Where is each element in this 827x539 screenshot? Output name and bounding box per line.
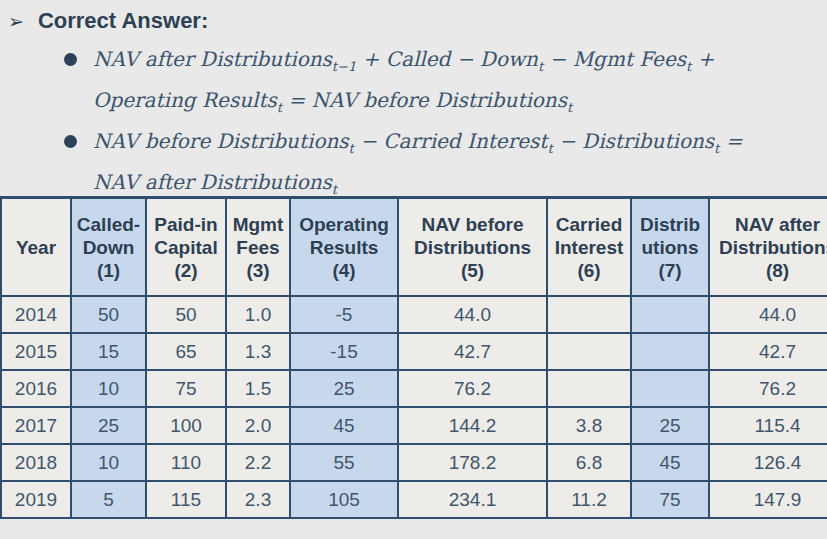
table-row: 201450501.0-544.044.0 [1,296,827,333]
table-cell: 75 [146,370,226,407]
table-cell: 2.0 [226,407,290,444]
section-title: Correct Answer: [38,8,208,34]
table-cell: 55 [290,444,398,481]
year-cell: 2018 [1,444,71,481]
arrow-bullet-icon: ➢ [8,10,24,32]
bullet-dot-icon [64,135,77,148]
table-cell: 44.0 [398,296,547,333]
table-cell: 2.2 [226,444,290,481]
table-cell: 50 [71,296,146,333]
column-header: Operating Results (4) [290,198,398,297]
table-cell: 147.9 [709,481,827,518]
table-cell: 6.8 [547,444,631,481]
table-cell: 42.7 [398,333,547,370]
column-header: NAV after Distributions (8) [709,198,827,297]
table-cell [547,370,631,407]
table-cell: 75 [631,481,709,518]
table-cell: 234.1 [398,481,547,518]
table-cell: 42.7 [709,333,827,370]
column-header: Mgmt Fees (3) [226,198,290,297]
column-header: Distrib utions (7) [631,198,709,297]
table-row: 201610751.52576.276.2 [1,370,827,407]
section-heading: ➢ Correct Answer: [8,8,820,34]
correct-answer-section: ➢ Correct Answer: NAV after Distribution… [8,8,820,203]
year-cell: 2017 [1,407,71,444]
table-cell: 3.8 [547,407,631,444]
table-row: 201515651.3-1542.742.7 [1,333,827,370]
table-cell [631,296,709,333]
table-cell: 1.3 [226,333,290,370]
table-cell: 25 [71,407,146,444]
table-cell: 25 [631,407,709,444]
table-cell: 44.0 [709,296,827,333]
table-cell: -15 [290,333,398,370]
table-cell: 65 [146,333,226,370]
table-body: 201450501.0-544.044.0201515651.3-1542.74… [1,296,827,518]
table-cell: 76.2 [398,370,547,407]
formula-line: Operating Resultst = NAV before Distribu… [93,80,714,121]
table-cell: 115.4 [709,407,827,444]
formula-bullet: NAV after Distributionst−1 + Called − Do… [64,39,820,121]
bullet-dot-icon [64,53,77,66]
table-cell: 11.2 [547,481,631,518]
bullet-list: NAV after Distributionst−1 + Called − Do… [64,39,820,203]
table-cell: 144.2 [398,407,547,444]
table-cell: 10 [71,370,146,407]
nav-distributions-table: YearCalled- Down (1)Paid-in Capital (2)M… [0,196,827,519]
table-cell [631,370,709,407]
column-header: Year [1,198,71,297]
table-cell: -5 [290,296,398,333]
table-row: 2018101102.255178.26.845126.4 [1,444,827,481]
table-cell: 15 [71,333,146,370]
column-header: Called- Down (1) [71,198,146,297]
year-cell: 2019 [1,481,71,518]
slide: ➢ Correct Answer: NAV after Distribution… [0,0,827,539]
column-header: Paid-in Capital (2) [146,198,226,297]
table-row: 201951152.3105234.111.275147.9 [1,481,827,518]
table-cell: 1.0 [226,296,290,333]
table-cell: 178.2 [398,444,547,481]
table-cell [547,296,631,333]
table-cell: 76.2 [709,370,827,407]
table-cell: 110 [146,444,226,481]
column-header: NAV before Distributions (5) [398,198,547,297]
table-cell: 2.3 [226,481,290,518]
table-cell: 1.5 [226,370,290,407]
table-cell [547,333,631,370]
formula-line: NAV after Distributionst−1 + Called − Do… [93,39,714,80]
formula-bullet: NAV before Distributionst − Carried Inte… [64,121,820,203]
year-cell: 2014 [1,296,71,333]
table-cell: 25 [290,370,398,407]
table-row: 2017251002.045144.23.825115.4 [1,407,827,444]
table-cell [631,333,709,370]
table-cell: 100 [146,407,226,444]
year-cell: 2015 [1,333,71,370]
table-cell: 5 [71,481,146,518]
year-cell: 2016 [1,370,71,407]
column-header: Carried Interest (6) [547,198,631,297]
table-cell: 115 [146,481,226,518]
table-cell: 10 [71,444,146,481]
table-cell: 45 [631,444,709,481]
formula-line: NAV before Distributionst − Carried Inte… [93,121,742,162]
header-row: YearCalled- Down (1)Paid-in Capital (2)M… [1,198,827,297]
table-cell: 45 [290,407,398,444]
table-cell: 105 [290,481,398,518]
table-cell: 126.4 [709,444,827,481]
table-cell: 50 [146,296,226,333]
